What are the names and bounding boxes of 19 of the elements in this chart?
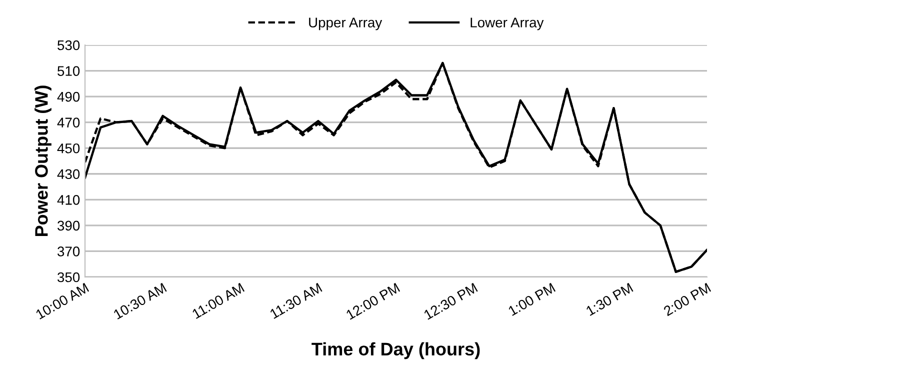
x-tick-label: 1:30 PM — [586, 282, 634, 316]
y-tick-label: 490 — [57, 92, 80, 102]
x-tick-label: 1:00 PM — [508, 282, 556, 316]
y-tick-label: 530 — [58, 40, 80, 50]
y-tick-label: 370 — [58, 246, 80, 256]
y-tick-label: 510 — [58, 66, 80, 76]
x-axis-title: Time of Day (hours) — [312, 342, 480, 360]
y-tick-label: 450 — [57, 143, 80, 154]
y-axis-title: Power Output (W) — [34, 86, 52, 236]
y-tick-label: 470 — [57, 118, 80, 128]
y-tick-label: 350 — [58, 272, 80, 282]
legend-label: Lower Array — [470, 18, 544, 30]
x-tick-label: 2:00 PM — [662, 282, 712, 316]
y-tick-label: 430 — [57, 169, 80, 180]
legend-label: Upper Array — [309, 18, 382, 30]
x-tick-label: 11:30 AM — [269, 282, 322, 319]
y-tick-label: 390 — [58, 220, 80, 231]
y-tick-label: 410 — [57, 195, 80, 205]
x-tick-label: 11:00 AM — [192, 282, 245, 319]
